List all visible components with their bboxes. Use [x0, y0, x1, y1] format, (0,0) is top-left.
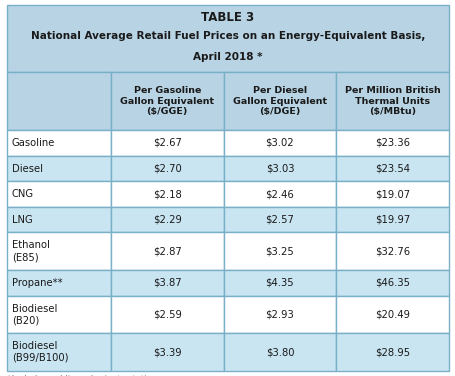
Text: Propane**: Propane**	[12, 278, 62, 288]
Text: $3.02: $3.02	[265, 138, 293, 148]
Text: $2.93: $2.93	[265, 309, 293, 320]
Bar	[7, 156, 111, 181]
Text: Biodiesel
(B20): Biodiesel (B20)	[12, 304, 57, 325]
Text: $23.54: $23.54	[374, 164, 409, 174]
Bar	[223, 207, 335, 232]
Text: $3.80: $3.80	[265, 347, 293, 357]
Bar	[223, 333, 335, 371]
Text: $2.59: $2.59	[152, 309, 181, 320]
Bar	[223, 181, 335, 207]
Bar	[335, 270, 448, 296]
Bar	[335, 72, 448, 130]
Text: $19.07: $19.07	[374, 189, 410, 199]
Bar	[111, 181, 223, 207]
Bar	[223, 130, 335, 156]
Text: $3.87: $3.87	[152, 278, 181, 288]
Bar	[111, 207, 223, 232]
Text: Gasoline: Gasoline	[12, 138, 55, 148]
Bar	[335, 130, 448, 156]
Text: LNG: LNG	[12, 215, 33, 225]
Text: $3.25: $3.25	[265, 246, 293, 256]
Bar	[223, 72, 335, 130]
Text: $3.03: $3.03	[265, 164, 293, 174]
Text: *Includes public and private stations: *Includes public and private stations	[7, 375, 160, 376]
Text: $23.36: $23.36	[374, 138, 409, 148]
Text: Per Gasoline
Gallon Equivalent
($/GGE): Per Gasoline Gallon Equivalent ($/GGE)	[120, 86, 214, 116]
Text: April 2018 *: April 2018 *	[193, 52, 262, 62]
Text: Per Million British
Thermal Units
($/MBtu): Per Million British Thermal Units ($/MBt…	[344, 86, 440, 116]
Text: $19.97: $19.97	[374, 215, 410, 225]
Bar	[7, 270, 111, 296]
Text: $2.70: $2.70	[152, 164, 181, 174]
Bar	[223, 296, 335, 333]
Text: Ethanol
(E85): Ethanol (E85)	[12, 241, 50, 262]
Bar	[7, 207, 111, 232]
Text: Biodiesel
(B99/B100): Biodiesel (B99/B100)	[12, 341, 68, 363]
Bar	[7, 333, 111, 371]
Bar	[111, 296, 223, 333]
Bar	[111, 232, 223, 270]
Bar	[335, 207, 448, 232]
Text: TABLE 3: TABLE 3	[201, 11, 254, 24]
Bar	[111, 333, 223, 371]
Bar	[111, 130, 223, 156]
Text: Diesel: Diesel	[12, 164, 43, 174]
Bar	[7, 181, 111, 207]
Text: $2.29: $2.29	[152, 215, 181, 225]
Text: $4.35: $4.35	[265, 278, 293, 288]
Text: CNG: CNG	[12, 189, 34, 199]
Bar	[223, 270, 335, 296]
Bar	[335, 232, 448, 270]
Bar	[335, 181, 448, 207]
Bar	[111, 270, 223, 296]
Bar	[7, 5, 448, 72]
Text: $2.67: $2.67	[152, 138, 181, 148]
Bar	[335, 333, 448, 371]
Bar	[223, 232, 335, 270]
Text: $32.76: $32.76	[374, 246, 410, 256]
Bar	[7, 72, 111, 130]
Text: $2.87: $2.87	[152, 246, 181, 256]
Text: $3.39: $3.39	[152, 347, 181, 357]
Text: $2.57: $2.57	[265, 215, 294, 225]
Text: National Average Retail Fuel Prices on an Energy-Equivalent Basis,: National Average Retail Fuel Prices on a…	[31, 32, 424, 41]
Text: Per Diesel
Gallon Equivalent
($/DGE): Per Diesel Gallon Equivalent ($/DGE)	[233, 86, 326, 116]
Text: $2.18: $2.18	[152, 189, 181, 199]
Text: $2.46: $2.46	[265, 189, 293, 199]
Bar	[111, 72, 223, 130]
Bar	[111, 156, 223, 181]
Text: $20.49: $20.49	[374, 309, 409, 320]
Bar	[223, 156, 335, 181]
Bar	[7, 232, 111, 270]
Bar	[7, 130, 111, 156]
Bar	[335, 296, 448, 333]
Text: $46.35: $46.35	[374, 278, 409, 288]
Bar	[335, 156, 448, 181]
Bar	[7, 296, 111, 333]
Text: $28.95: $28.95	[374, 347, 410, 357]
